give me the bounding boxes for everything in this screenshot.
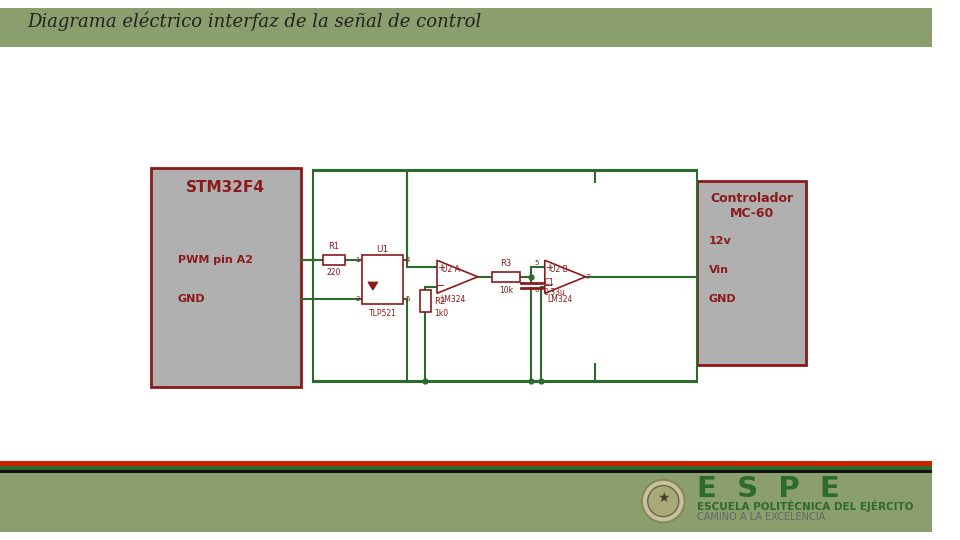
Text: −: − [436,281,445,291]
Text: 6: 6 [535,287,540,293]
Text: +: + [544,263,553,273]
Bar [0,466,932,470]
Bar [0,461,932,466]
Text: PWM pin A2: PWM pin A2 [178,255,252,265]
Text: R1: R1 [328,242,340,251]
Bar [420,291,431,312]
Polygon shape [368,282,377,290]
Polygon shape [437,260,478,293]
Bar [0,470,932,473]
Text: ESCUELA POLITÉCNICA DEL EJÉRCITO: ESCUELA POLITÉCNICA DEL EJÉRCITO [697,500,914,512]
Bar [151,168,301,387]
Text: 5: 5 [406,295,410,302]
Text: C1: C1 [543,278,555,287]
Text: TLP521: TLP521 [369,309,396,318]
Text: Diagrama eléctrico interfaz de la señal de control: Diagrama eléctrico interfaz de la señal … [27,12,482,31]
Text: U2 A: U2 A [442,265,460,274]
Text: ★: ★ [657,491,669,505]
Text: 12v: 12v [708,236,732,246]
Text: 0.33u: 0.33u [543,288,565,297]
Bar [0,472,932,532]
Text: STM32F4: STM32F4 [186,180,265,195]
Text: GND: GND [178,294,205,303]
Text: R2: R2 [434,296,445,306]
Bar [313,170,697,382]
Text: 4: 4 [406,257,410,263]
Text: 1k0: 1k0 [434,309,448,318]
Bar [362,255,403,303]
Bar [324,255,345,265]
Text: Controlador: Controlador [710,192,793,205]
Text: CAMINO A LA EXCELENCIA: CAMINO A LA EXCELENCIA [697,512,826,522]
Text: LM324: LM324 [440,295,466,303]
Bar [0,8,932,46]
Bar [492,272,519,282]
Text: 5: 5 [535,260,540,266]
Circle shape [648,485,679,517]
Text: U1: U1 [376,245,389,254]
Text: +: + [437,263,444,273]
Text: U2 B: U2 B [550,265,568,274]
Text: R3: R3 [500,259,512,268]
Text: 10k: 10k [499,286,513,294]
Text: GND: GND [708,294,736,304]
Text: E  S  P  E: E S P E [697,475,840,503]
Text: MC-60: MC-60 [730,207,774,220]
Text: LM324: LM324 [547,295,573,303]
Text: 7: 7 [586,274,589,280]
Bar [0,46,932,472]
Polygon shape [544,260,586,293]
Bar [697,181,806,365]
Text: 1: 1 [355,257,360,263]
Text: 2: 2 [355,295,360,302]
Text: −: − [544,281,553,291]
Text: 220: 220 [326,268,341,276]
Circle shape [642,480,684,523]
Text: Vin: Vin [708,265,729,275]
